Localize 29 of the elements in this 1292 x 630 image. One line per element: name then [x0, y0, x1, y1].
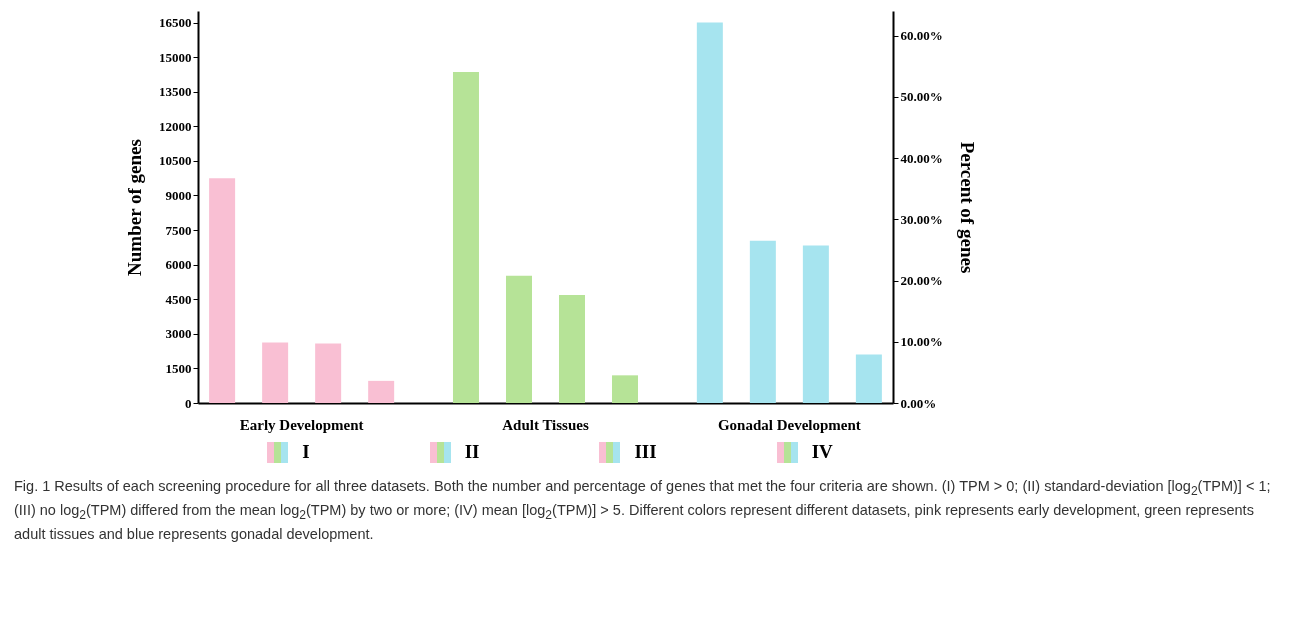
y2-tick-label: 10.00%: [900, 334, 943, 350]
y-tick-label: 16500: [159, 15, 192, 31]
y-tick-label: 13500: [159, 84, 192, 100]
y2-tick-label: 30.00%: [900, 211, 943, 227]
y-axis-title: Number of genes: [124, 139, 145, 276]
y-tick-label: 12000: [159, 118, 192, 134]
y-tick-label: 6000: [165, 257, 192, 273]
y-tick-label: 0: [185, 395, 192, 411]
y-tick-label: 9000: [165, 187, 192, 203]
y-tick-label: 15000: [159, 49, 192, 65]
text: Fig. 1 Results of each screening procedure for all three datasets. Both the number and percentage of genes that met the four criteria are shown. (I) TPM > 0; (II) standard-deviation [log$_{2}$(TPM)] < 1; (III) no log$_{2}$(TPM) differed from the mean log$_{2}$(TPM) by two or more; (IV) mean [log$_{2}$(TPM)] > 5. Different colors represent different datasets, pink represents early development, green represents adult tissues and blue represents gonadal development.: [14, 478, 1271, 542]
legend-label: I: [302, 441, 310, 463]
y-tick-label: 3000: [165, 326, 192, 342]
y2-tick-label: 40.00%: [900, 150, 943, 166]
legend-label: IV: [811, 441, 833, 463]
y2-tick-label: 60.00%: [900, 28, 943, 43]
y2-tick-label: 50.00%: [900, 89, 943, 105]
y-tick-label: 1500: [165, 360, 192, 376]
y-tick-label: 10500: [159, 153, 192, 169]
x-tick-label: Adult Tissues: [502, 416, 589, 433]
y2-axis-title: Percent of genes: [956, 141, 978, 274]
y2-tick-label: 0.00%: [900, 395, 937, 411]
x-tick-label: Early Development: [239, 416, 364, 433]
y-tick-label: 7500: [165, 222, 192, 238]
y2-tick-label: 20.00%: [900, 273, 943, 288]
legend-label: III: [634, 441, 657, 463]
x-tick-label: Gonadal Development: [717, 416, 861, 433]
y-tick-label: 4500: [165, 291, 192, 307]
legend-label: II: [464, 441, 480, 463]
